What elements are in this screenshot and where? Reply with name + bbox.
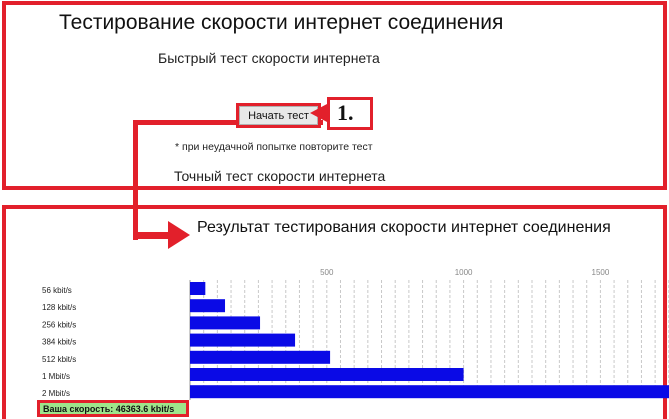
speed-bar [190,282,206,295]
speed-bar [190,333,296,347]
row-label: 512 kbit/s [42,355,76,364]
connector-arrow-segment [133,232,173,239]
speed-label: Ваша скорость: [43,404,114,414]
retry-note: * при неудачной попытке повторите тест [175,141,373,153]
connector-arrow-segment [133,120,323,125]
row-label: 1 Mbit/s [42,372,70,381]
row-label: 384 kbit/s [42,338,76,347]
x-tick-label: 1000 [455,268,473,277]
row-label: 56 kbit/s [42,286,72,295]
results-title: Результат тестирования скорости интернет… [197,219,611,236]
step-number-badge: 1. [327,97,373,130]
start-test-button[interactable]: Начать тест [236,103,321,128]
speed-bar [190,316,261,330]
exact-test-link[interactable]: Точный тест скорости интернета [174,168,386,184]
x-tick-label: 500 [320,268,334,277]
speed-bar [190,299,226,313]
quick-test-subtitle: Быстрый тест скорости интернета [158,50,380,66]
arrow-left-icon [310,104,327,122]
speed-bar [190,350,331,364]
speed-bar [190,368,464,381]
row-label: 2 Mbit/s [42,389,70,398]
page-title: Тестирование скорости интернет соединени… [59,11,504,34]
speed-bar [190,385,669,399]
arrow-right-icon [168,221,190,249]
row-label: 128 kbit/s [42,303,76,312]
x-tick-label: 1500 [592,268,610,277]
speed-value: 46363.6 kbit/s [115,404,175,414]
quick-test-panel [2,1,667,190]
speed-result-badge: Ваша скорость: 46363.6 kbit/s [37,400,189,417]
connector-arrow-segment [133,120,138,240]
row-label: 256 kbit/s [42,320,76,329]
results-panel [2,205,667,419]
